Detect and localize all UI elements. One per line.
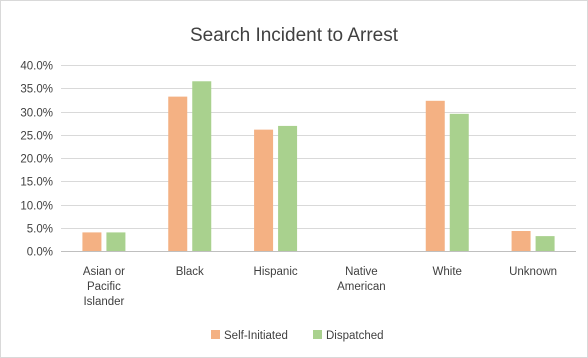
y-tick-label: 35.0%: [20, 84, 53, 96]
bar-self-initiated: [511, 231, 531, 251]
bars: [82, 81, 555, 252]
bar-dispatched: [449, 113, 469, 251]
y-axis-ticks: 0.0% 5.0% 10.0% 15.0% 20.0% 25.0% 30.0% 35.0% 40…: [20, 61, 53, 259]
y-tick-label: 40.0%: [20, 61, 53, 73]
bar-self-initiated: [168, 96, 188, 252]
x-category-label: Hispanic: [254, 266, 298, 278]
bar-dispatched: [535, 236, 555, 251]
bar-dispatched: [278, 125, 298, 251]
legend: Self-Initiated Dispatched: [211, 330, 384, 342]
y-tick-label: 30.0%: [20, 108, 53, 120]
x-category-label-line: Unknown: [509, 266, 557, 278]
x-category-label-line: Black: [176, 266, 204, 278]
grid-lines: [61, 65, 576, 229]
y-tick-label: 5.0%: [27, 224, 53, 236]
legend-label: Dispatched: [326, 330, 384, 342]
legend-swatch: [313, 330, 322, 339]
x-axis: Asian or Pacific Islander Black Hispanic Nati…: [61, 251, 576, 308]
legend-swatch: [211, 330, 220, 339]
bar-dispatched: [192, 81, 212, 252]
x-category-label-line: Hispanic: [254, 266, 298, 278]
x-category-label-line: American: [337, 281, 386, 293]
chart-title: Search Incident to Arrest: [190, 25, 399, 46]
bar-self-initiated: [425, 100, 445, 252]
y-tick-label: 15.0%: [20, 177, 53, 189]
x-category-label: Asian or Pacific Islander: [83, 266, 125, 308]
bar-dispatched: [106, 232, 126, 251]
x-category-label: White: [433, 266, 462, 278]
y-tick-label: 25.0%: [20, 131, 53, 143]
x-category-label-line: Asian or: [83, 266, 125, 278]
x-category-label: Unknown: [509, 266, 557, 278]
x-category-label-line: Native: [345, 266, 378, 278]
x-category-label-line: White: [433, 266, 462, 278]
bar-self-initiated: [82, 232, 102, 251]
legend-label: Self-Initiated: [224, 330, 288, 342]
x-category-label-line: Islander: [83, 296, 124, 308]
y-tick-label: 20.0%: [20, 154, 53, 166]
x-category-label: Black: [176, 266, 204, 278]
y-tick-label: 10.0%: [20, 201, 53, 213]
bar-self-initiated: [254, 129, 274, 251]
x-category-label: Native American: [337, 266, 386, 293]
y-tick-label: 0.0%: [27, 247, 53, 259]
x-category-label-line: Pacific: [87, 281, 121, 293]
